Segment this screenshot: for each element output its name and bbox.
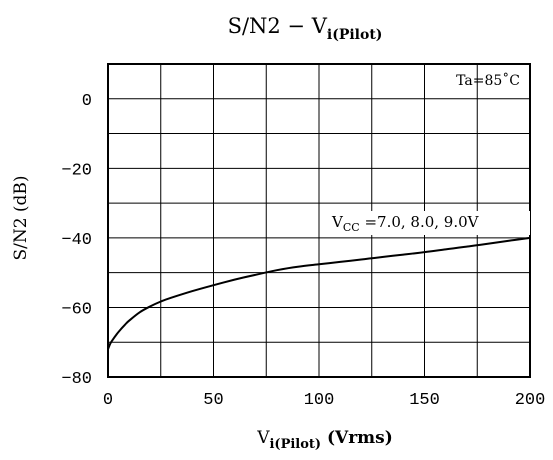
x-tick-label: 50	[203, 391, 223, 410]
series-line	[107, 236, 531, 350]
y-tick-label: −40	[61, 231, 92, 250]
y-tick-label: −60	[61, 300, 92, 319]
x-tick-label: 150	[409, 391, 440, 410]
tick-labels: 0 50 100 150 200 0 −20 −40 −60 −80	[61, 92, 545, 410]
x-tick-label: 100	[304, 391, 335, 410]
chart-title: S/N2 − Vi(Pilot)	[228, 14, 383, 43]
y-tick-label: −20	[61, 161, 92, 180]
y-tick-label: −80	[61, 370, 92, 389]
annotation-vcc-background	[328, 211, 530, 235]
y-axis-label: S/N2 (dB)	[11, 175, 31, 260]
x-axis-label: Vi(Pilot) (Vrms)	[256, 428, 393, 452]
y-tick-label: 0	[82, 92, 92, 111]
chart-title-subscript: i(Pilot)	[327, 27, 383, 43]
annotation-vcc-subscript: CC	[343, 221, 360, 234]
annotation-vcc: VCC =7.0, 8.0, 9.0V	[331, 213, 480, 234]
annotation-ta: Ta=85˚C	[456, 72, 520, 89]
x-tick-label: 200	[515, 391, 546, 410]
x-axis-label-subscript: i(Pilot)	[269, 437, 321, 452]
x-tick-label: 0	[103, 391, 113, 410]
series-layer	[107, 236, 531, 350]
grid	[107, 63, 531, 378]
